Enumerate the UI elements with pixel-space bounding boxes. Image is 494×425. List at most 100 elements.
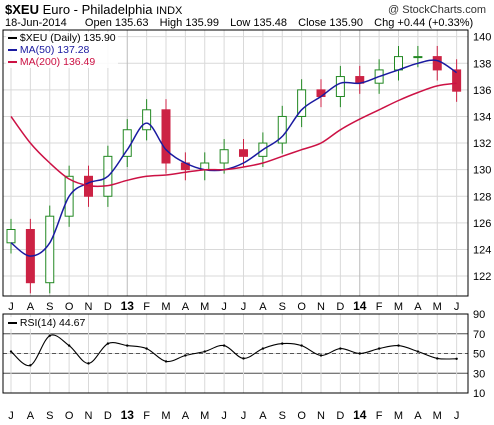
legend-ma50-text: MA(50) 137.28 [19, 44, 90, 56]
rsi-x-tick-label: O [297, 410, 306, 422]
price-x-tick-label: J [241, 301, 247, 313]
price-x-tick-label: A [259, 301, 267, 313]
price-x-tick-label: F [143, 301, 150, 313]
rsi-point [67, 344, 71, 347]
rsi-point [29, 364, 32, 367]
price-candle [6, 229, 16, 244]
price-candle [316, 89, 326, 97]
legend-rsi-swatch [8, 322, 17, 325]
price-x-tick-label: A [182, 301, 190, 313]
rsi-x-tick-label: S [46, 410, 53, 422]
rsi-tick-label: 70 [473, 329, 485, 341]
open-label: Open [84, 17, 112, 29]
rsi-x-tick-label: O [65, 410, 74, 422]
quote-row: 18-Jun-2014 Open 135.63 High 135.99 Low … [5, 17, 473, 29]
legend-main: $XEU (Daily) 135.90 [8, 32, 116, 44]
rsi-line [10, 334, 457, 367]
rsi-point [164, 360, 168, 363]
rsi-x-tick-label: J [221, 410, 227, 422]
rsi-point [48, 334, 51, 337]
rsi-point [242, 357, 245, 360]
rsi-point [397, 344, 400, 347]
price-x-tick-label: A [27, 301, 35, 313]
price-tick-label: 128 [473, 191, 491, 203]
rsi-tick-label: 10 [473, 388, 485, 400]
rsi-x-tick-label: S [279, 410, 286, 422]
rsi-x-tick-label: F [376, 410, 383, 422]
open-value: 135.63 [114, 17, 149, 29]
price-x-tick-label: M [161, 301, 170, 313]
ma200-line [10, 82, 457, 188]
rsi-point [455, 357, 458, 360]
rsi-point [358, 352, 361, 355]
low-label: Low [230, 17, 251, 29]
price-candle [394, 56, 403, 71]
price-x-tick-label: J [454, 301, 460, 313]
legend-ma50-swatch [8, 49, 17, 52]
rsi-point [184, 354, 187, 357]
chg-label: Chg [374, 17, 395, 29]
price-candle [45, 215, 55, 284]
price-candle [122, 129, 132, 157]
price-frame [2, 29, 469, 297]
rsi-point [436, 357, 439, 360]
rsi-x-tick-label: M [161, 410, 170, 422]
price-candle [161, 109, 171, 164]
rsi-point [203, 350, 206, 353]
rsi-x-tick-label: M [433, 410, 442, 422]
price-x-tick-label: O [65, 301, 74, 313]
rsi-x-tick-label: J [241, 410, 247, 422]
security-name: Euro - Philadelphia [42, 2, 153, 17]
price-x-tick-label: D [336, 301, 344, 313]
price-tick-label: 136 [473, 85, 491, 97]
price-tick-label: 126 [473, 218, 491, 230]
rsi-tick-label: 90 [473, 309, 485, 321]
price-candle [142, 109, 152, 131]
rsi-point [319, 354, 323, 357]
rsi-point [261, 347, 265, 350]
rsi-x-tick-label: J [454, 410, 460, 422]
close-label: Close [298, 17, 327, 29]
legend-ma50: MA(50) 137.28 [8, 44, 116, 56]
price-tick-label: 140 [473, 32, 491, 44]
price-x-tick-label: F [376, 301, 383, 313]
price-tick-label: 132 [473, 138, 491, 150]
price-candle [297, 89, 307, 117]
rsi-x-tick-label: A [259, 410, 267, 422]
rsi-x-tick-label: 14 [353, 408, 367, 422]
rsi-point [300, 344, 303, 347]
legend-main-swatch [8, 36, 17, 40]
high-value: 135.99 [185, 17, 220, 29]
chg-value: +0.44 (+0.33%) [397, 17, 474, 29]
price-tick-label: 124 [473, 244, 491, 256]
price-candle [239, 149, 248, 157]
rsi-point [87, 362, 90, 365]
price-x-tick-label: A [414, 301, 422, 313]
rsi-x-tick-label: J [8, 410, 14, 422]
price-candle [277, 115, 287, 144]
price-x-tick-label: S [279, 301, 286, 313]
rsi-legend: RSI(14) 44.67 [6, 317, 88, 329]
price-candle [432, 56, 442, 71]
rsi-point [9, 350, 13, 353]
rsi-x-tick-label: A [27, 410, 35, 422]
price-x-tick-label: J [221, 301, 227, 313]
legend-main-text: $XEU (Daily) 135.90 [19, 32, 116, 44]
rsi-x-tick-label: D [104, 410, 112, 422]
price-tick-label: 134 [473, 111, 491, 123]
price-x-tick-label: S [46, 301, 53, 313]
price-candle [335, 76, 345, 98]
price-x-tick-label: N [317, 301, 325, 313]
exchange-label: INDX [156, 5, 183, 17]
price-x-tick-label: 14 [353, 299, 367, 313]
rsi-point [126, 344, 129, 347]
rsi-x-tick-label: M [394, 410, 403, 422]
legend-ma200-swatch [8, 61, 17, 64]
price-tick-label: 122 [473, 271, 491, 283]
rsi-point [106, 342, 110, 345]
rsi-x-tick-label: 13 [121, 408, 135, 422]
rsi-point [377, 347, 381, 350]
price-x-tick-label: M [433, 301, 442, 313]
